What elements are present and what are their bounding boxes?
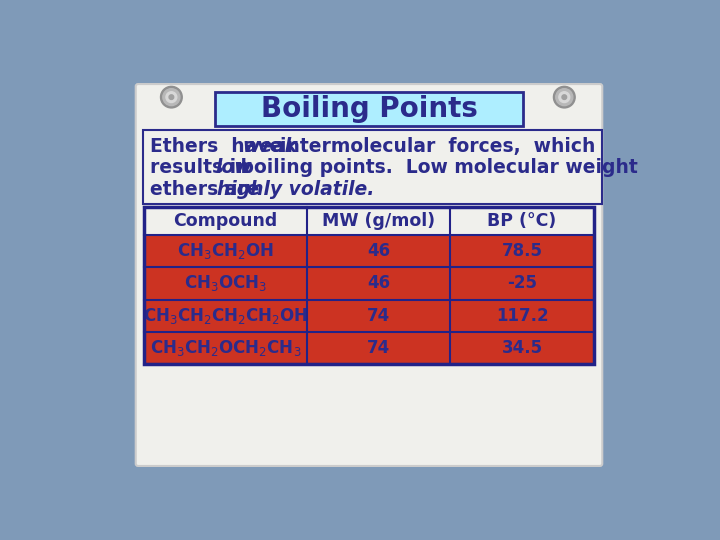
Text: ethers are: ethers are [150, 180, 266, 199]
Text: 74: 74 [367, 339, 390, 357]
Circle shape [554, 86, 575, 108]
Circle shape [562, 95, 567, 99]
Text: CH$_3$CH$_2$OCH$_2$CH$_3$: CH$_3$CH$_2$OCH$_2$CH$_3$ [150, 338, 302, 358]
Text: 46: 46 [367, 242, 390, 260]
Bar [144, 267, 594, 300]
Text: boiling points.  Low molecular weight: boiling points. Low molecular weight [234, 158, 638, 178]
Text: MW (g/mol): MW (g/mol) [322, 212, 436, 230]
Text: 74: 74 [367, 307, 390, 325]
Text: 46: 46 [367, 274, 390, 293]
Text: BP (°C): BP (°C) [487, 212, 557, 230]
Text: CH$_3$CH$_2$CH$_2$CH$_2$OH: CH$_3$CH$_2$CH$_2$CH$_2$OH [143, 306, 308, 326]
Bar [144, 235, 594, 267]
FancyBboxPatch shape [215, 92, 523, 126]
FancyBboxPatch shape [143, 130, 602, 204]
Circle shape [161, 86, 182, 108]
Text: highly volatile.: highly volatile. [217, 180, 374, 199]
Text: weak: weak [242, 137, 297, 156]
Text: CH$_3$OCH$_3$: CH$_3$OCH$_3$ [184, 273, 267, 293]
Text: CH$_3$CH$_2$OH: CH$_3$CH$_2$OH [177, 241, 274, 261]
Circle shape [169, 95, 174, 99]
Text: Ethers  have: Ethers have [150, 137, 296, 156]
Circle shape [163, 89, 180, 106]
Text: Boiling Points: Boiling Points [261, 94, 477, 123]
FancyBboxPatch shape [136, 84, 602, 466]
Text: -25: -25 [507, 274, 537, 293]
Text: 34.5: 34.5 [502, 339, 543, 357]
Bar [144, 207, 594, 235]
Text: low: low [215, 158, 252, 178]
Text: results in: results in [150, 158, 256, 178]
Bar [144, 207, 594, 364]
Circle shape [559, 92, 570, 103]
Bar [144, 332, 594, 365]
Circle shape [166, 92, 177, 103]
Text: 78.5: 78.5 [502, 242, 543, 260]
Text: intermolecular  forces,  which: intermolecular forces, which [266, 137, 595, 156]
Text: Compound: Compound [174, 212, 278, 230]
Circle shape [556, 89, 573, 106]
Bar [144, 300, 594, 332]
Text: 117.2: 117.2 [496, 307, 549, 325]
